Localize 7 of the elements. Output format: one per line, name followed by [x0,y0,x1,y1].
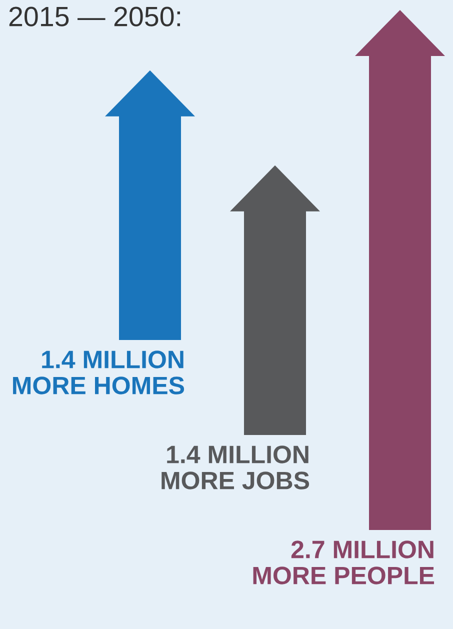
category-label: MORE PEOPLE [253,566,434,584]
data-label: 1.4 MILLION [167,446,308,464]
data-label: 2.7 MILLION [291,540,434,558]
data-label: 1.4 MILLION [42,350,184,368]
text: 2015 — 2050: [9,6,180,26]
category-label: MORE JOBS [162,472,310,490]
category-label: MORE HOMES [13,376,184,394]
